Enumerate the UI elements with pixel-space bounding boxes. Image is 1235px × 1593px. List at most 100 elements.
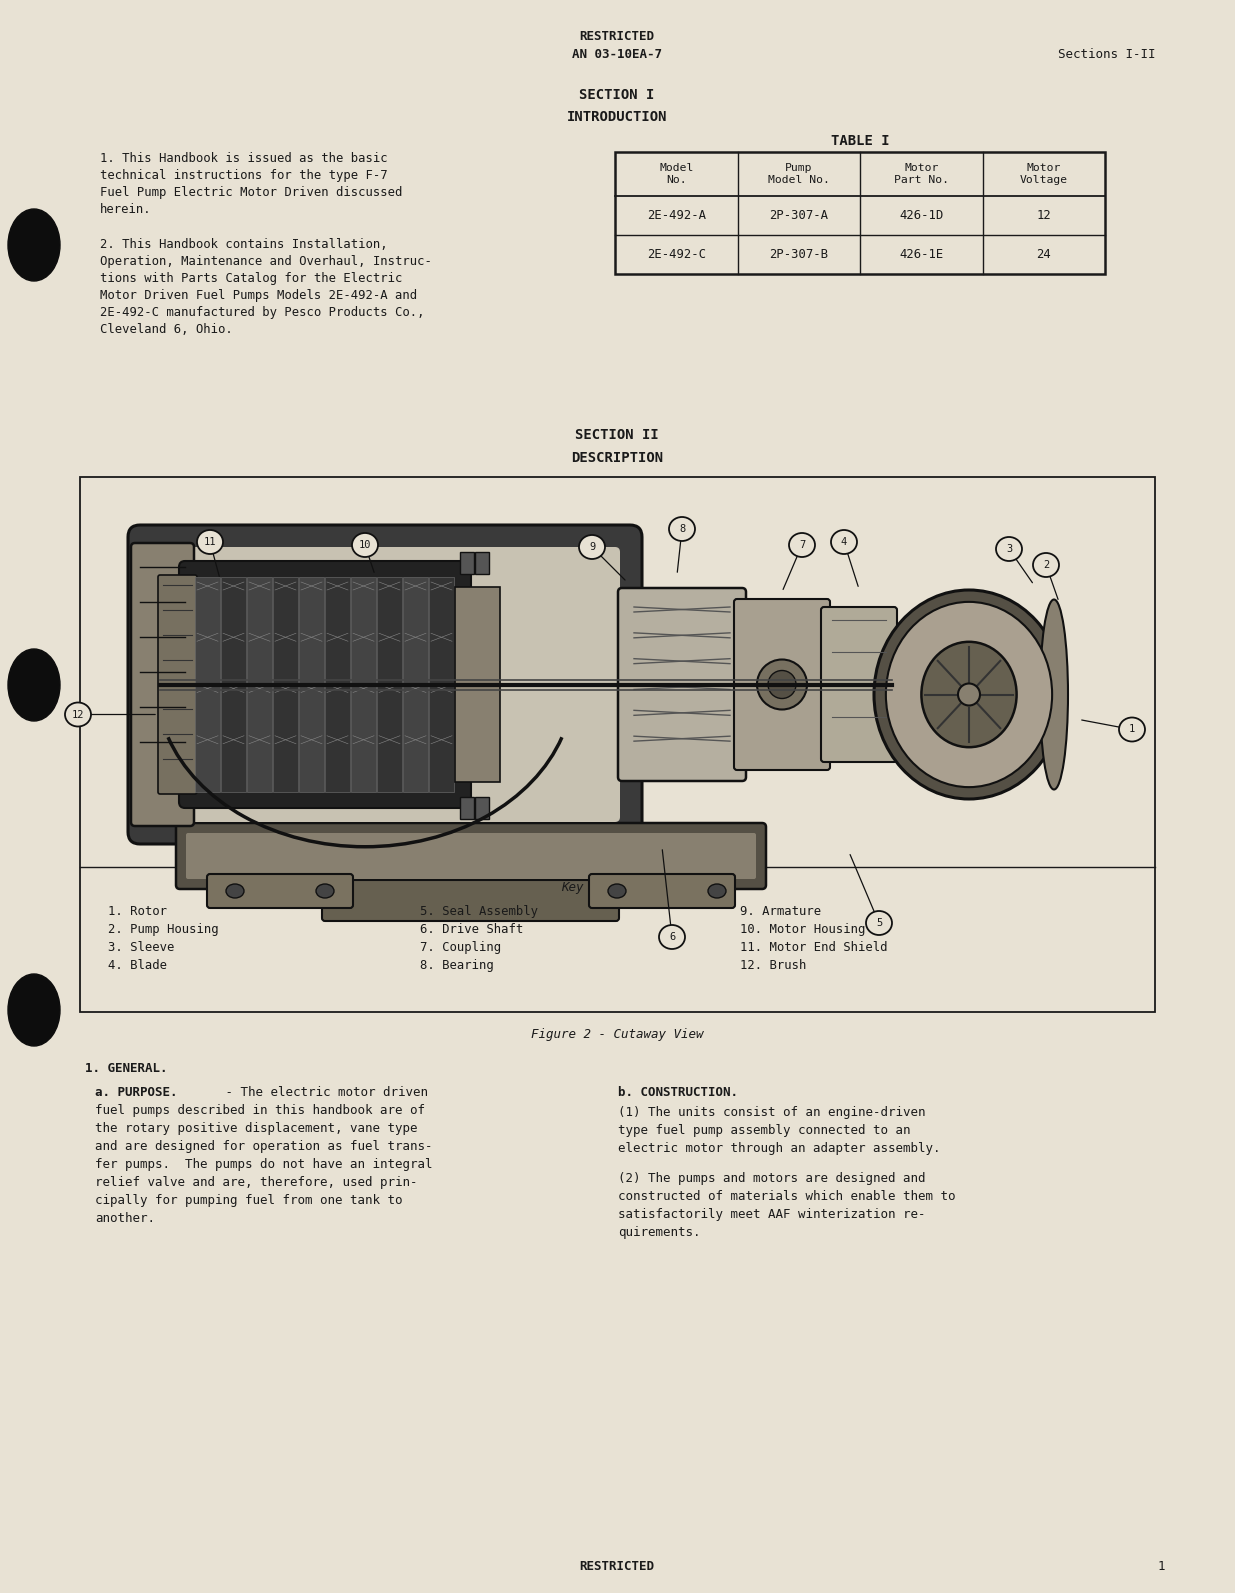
Text: Model
No.: Model No. [659, 162, 693, 185]
Text: fer pumps.  The pumps do not have an integral: fer pumps. The pumps do not have an inte… [95, 1158, 432, 1171]
Bar [273, 577, 298, 792]
Ellipse shape [995, 537, 1023, 561]
Text: 2E-492-A: 2E-492-A [647, 209, 705, 221]
Text: 426-1E: 426-1E [899, 249, 944, 261]
Text: 1: 1 [1129, 725, 1135, 734]
Text: a. PURPOSE.: a. PURPOSE. [95, 1086, 178, 1099]
Text: Figure 2 - Cutaway View: Figure 2 - Cutaway View [531, 1027, 703, 1040]
Text: (2) The pumps and motors are designed and: (2) The pumps and motors are designed an… [618, 1172, 925, 1185]
Text: 2E-492-C manufactured by Pesco Products Co.,: 2E-492-C manufactured by Pesco Products … [100, 306, 425, 319]
Ellipse shape [866, 911, 892, 935]
Text: Pump
Model No.: Pump Model No. [768, 162, 830, 185]
Text: 7. Coupling: 7. Coupling [420, 941, 501, 954]
Bar [459, 553, 474, 573]
Ellipse shape [757, 660, 806, 709]
Text: Motor Driven Fuel Pumps Models 2E-492-A and: Motor Driven Fuel Pumps Models 2E-492-A … [100, 288, 417, 303]
Text: 4. Blade: 4. Blade [107, 959, 167, 972]
Text: 1. This Handbook is issued as the basic: 1. This Handbook is issued as the basic [100, 151, 388, 166]
FancyBboxPatch shape [734, 599, 830, 769]
Text: 3: 3 [1005, 543, 1013, 554]
FancyBboxPatch shape [821, 607, 897, 761]
Ellipse shape [1040, 599, 1068, 790]
FancyBboxPatch shape [158, 575, 198, 793]
Text: quirements.: quirements. [618, 1227, 700, 1239]
Ellipse shape [669, 518, 695, 542]
Text: tions with Parts Catalog for the Electric: tions with Parts Catalog for the Electri… [100, 272, 403, 285]
Ellipse shape [768, 671, 797, 698]
Ellipse shape [921, 642, 1016, 747]
Ellipse shape [885, 602, 1052, 787]
Text: AN 03-10EA-7: AN 03-10EA-7 [572, 48, 662, 61]
FancyBboxPatch shape [618, 588, 746, 781]
Ellipse shape [1119, 717, 1145, 741]
Text: and are designed for operation as fuel trans-: and are designed for operation as fuel t… [95, 1141, 432, 1153]
Bar [475, 553, 489, 573]
Text: Cleveland 6, Ohio.: Cleveland 6, Ohio. [100, 323, 232, 336]
Ellipse shape [7, 973, 61, 1047]
Ellipse shape [7, 209, 61, 280]
Text: (1) The units consist of an engine-driven: (1) The units consist of an engine-drive… [618, 1106, 925, 1118]
Ellipse shape [789, 534, 815, 558]
Text: 11. Motor End Shield: 11. Motor End Shield [740, 941, 888, 954]
Text: 2E-492-C: 2E-492-C [647, 249, 705, 261]
Bar [475, 796, 489, 819]
Bar [351, 577, 375, 792]
Text: 10: 10 [358, 540, 372, 550]
Ellipse shape [708, 884, 726, 898]
Ellipse shape [659, 926, 685, 949]
Text: 8. Bearing: 8. Bearing [420, 959, 494, 972]
Text: Motor
Part No.: Motor Part No. [894, 162, 948, 185]
Bar [221, 577, 246, 792]
Bar [615, 151, 1105, 274]
Bar [377, 577, 403, 792]
Bar [459, 796, 474, 819]
Text: 12. Brush: 12. Brush [740, 959, 806, 972]
Ellipse shape [65, 703, 91, 726]
Text: 12: 12 [72, 709, 84, 720]
Text: RESTRICTED: RESTRICTED [579, 1560, 655, 1572]
Text: 1. Rotor: 1. Rotor [107, 905, 167, 918]
Text: 8: 8 [679, 524, 685, 534]
Text: satisfactorily meet AAF winterization re-: satisfactorily meet AAF winterization re… [618, 1207, 925, 1220]
Ellipse shape [874, 589, 1065, 800]
Text: 2. Pump Housing: 2. Pump Housing [107, 922, 219, 937]
Text: SECTION I: SECTION I [579, 88, 655, 102]
Text: Motor
Voltage: Motor Voltage [1020, 162, 1068, 185]
Text: 7: 7 [799, 540, 805, 550]
Text: 2P-307-A: 2P-307-A [769, 209, 829, 221]
Text: DESCRIPTION: DESCRIPTION [571, 451, 663, 465]
Text: electric motor through an adapter assembly.: electric motor through an adapter assemb… [618, 1142, 941, 1155]
Text: 426-1D: 426-1D [899, 209, 944, 221]
Text: - The electric motor driven: - The electric motor driven [219, 1086, 429, 1099]
Text: constructed of materials which enable them to: constructed of materials which enable th… [618, 1190, 956, 1203]
Text: Key to Figure 2: Key to Figure 2 [561, 881, 673, 894]
Text: 2: 2 [1042, 561, 1049, 570]
Ellipse shape [1032, 553, 1058, 577]
Ellipse shape [831, 530, 857, 554]
FancyBboxPatch shape [179, 561, 471, 808]
Bar [80, 476, 1155, 1012]
Text: type fuel pump assembly connected to an: type fuel pump assembly connected to an [618, 1125, 910, 1137]
Bar [429, 577, 454, 792]
Text: 9: 9 [589, 542, 595, 553]
Text: SECTION II: SECTION II [576, 429, 659, 441]
Text: 9. Armature: 9. Armature [740, 905, 821, 918]
Ellipse shape [352, 534, 378, 558]
Text: 12: 12 [1036, 209, 1051, 221]
Text: the rotary positive displacement, vane type: the rotary positive displacement, vane t… [95, 1121, 417, 1134]
Ellipse shape [608, 884, 626, 898]
Ellipse shape [226, 884, 245, 898]
Text: 24: 24 [1036, 249, 1051, 261]
Ellipse shape [958, 683, 981, 706]
Text: Operation, Maintenance and Overhaul, Instruc-: Operation, Maintenance and Overhaul, Ins… [100, 255, 432, 268]
Bar [247, 577, 272, 792]
FancyBboxPatch shape [128, 526, 642, 844]
Ellipse shape [198, 530, 224, 554]
Text: 6: 6 [669, 932, 676, 941]
Bar [299, 577, 324, 792]
Bar [195, 577, 220, 792]
Text: herein.: herein. [100, 202, 152, 217]
Bar [454, 586, 500, 782]
Text: fuel pumps described in this handbook are of: fuel pumps described in this handbook ar… [95, 1104, 425, 1117]
Text: 6. Drive Shaft: 6. Drive Shaft [420, 922, 524, 937]
